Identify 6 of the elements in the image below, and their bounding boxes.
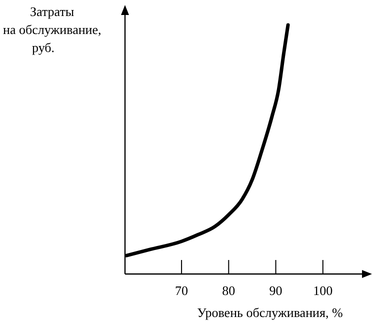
y-axis-title: Затраты на обслуживание, руб.: [3, 4, 102, 55]
x-axis-title: Уровень обслуживания, %: [197, 305, 343, 320]
x-tick-label: 80: [222, 283, 236, 298]
x-tick-label: 90: [269, 283, 282, 298]
x-tick-label: 100: [313, 283, 333, 298]
x-tick-label: 70: [175, 283, 188, 298]
